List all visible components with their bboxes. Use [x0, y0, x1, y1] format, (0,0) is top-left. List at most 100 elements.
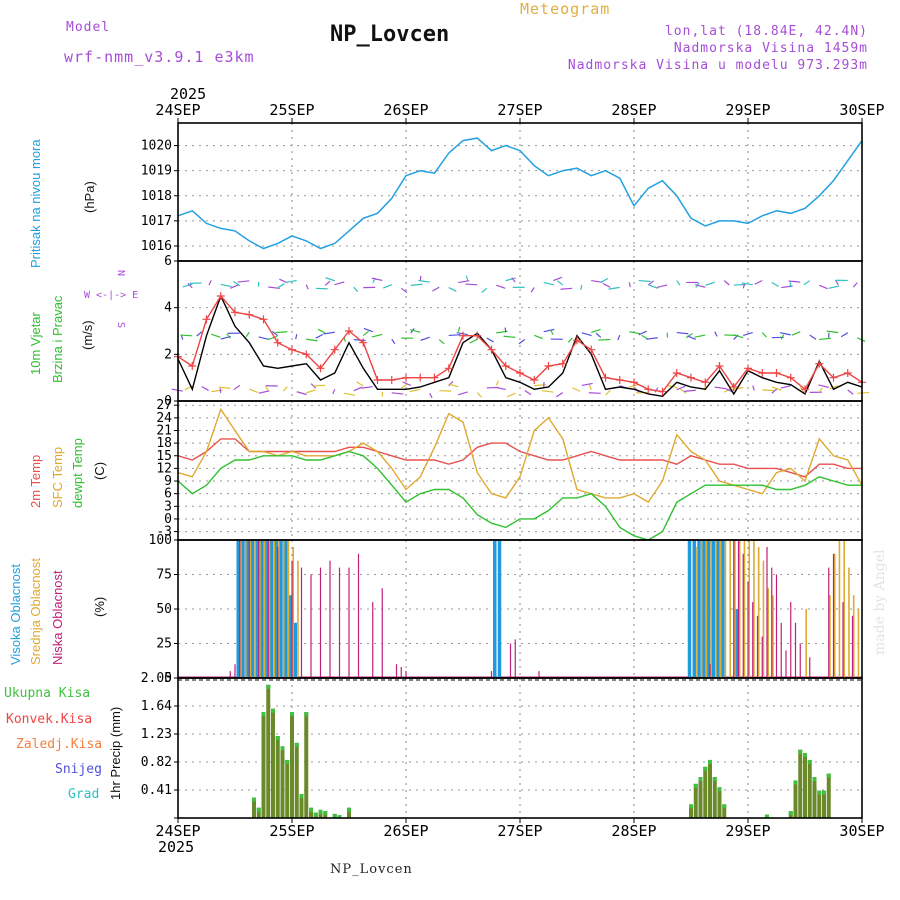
wind-arrow	[580, 284, 583, 290]
wind-arrow	[282, 386, 288, 392]
low-cloud-bar	[709, 664, 711, 678]
wind-arrow	[353, 386, 362, 392]
y-tick-label: 1016	[141, 239, 172, 254]
low-cloud-bar	[514, 639, 516, 678]
wind-arrow	[788, 280, 801, 283]
wind-arrow	[438, 339, 445, 345]
wind-arrow	[733, 283, 746, 286]
low-cloud-bar	[319, 567, 322, 678]
mid-cloud-bar	[282, 540, 285, 678]
wind-arrow	[448, 380, 454, 387]
wind-arrow	[356, 381, 364, 387]
wind-arrow	[457, 391, 468, 396]
wind-arrow	[457, 326, 461, 332]
wind-arrow	[258, 390, 270, 394]
x-tick-label-top: 29SEP	[725, 101, 770, 119]
wind-arrow	[275, 331, 288, 334]
low-cloud-bar	[239, 540, 241, 678]
mid-cloud-bar	[805, 609, 807, 678]
low-cloud-bar	[395, 664, 398, 678]
mid-cloud-bar	[259, 540, 261, 678]
wind-arrow	[534, 334, 543, 340]
wind-arrow	[218, 386, 231, 389]
gust-marker	[330, 345, 339, 354]
precip-bar-top	[722, 804, 727, 809]
meteogram-label: Meteogram	[520, 0, 611, 18]
mid-cloud-bar	[762, 560, 765, 678]
wind-arrow	[676, 331, 689, 335]
precip-bar	[807, 759, 812, 818]
precip-bar	[271, 708, 275, 818]
gust-marker	[815, 359, 824, 368]
precip-bar-top	[275, 736, 280, 741]
wind-arrow	[518, 339, 526, 345]
wind-arrow	[789, 282, 792, 288]
gust-marker	[516, 369, 524, 377]
y-tick-label: 18	[156, 436, 172, 451]
mid-cloud-bar	[767, 588, 769, 678]
wind-arrow	[245, 331, 250, 338]
pressure-line	[177, 137, 863, 250]
wind-arrow	[448, 287, 457, 292]
low-cloud-bar	[752, 602, 754, 678]
precip-bar-top	[271, 708, 275, 713]
wind-arrow	[494, 386, 506, 391]
footer-station: NP_Lovcen	[330, 862, 413, 877]
wind-arrow	[496, 284, 506, 289]
wind-arrow	[420, 336, 430, 341]
wind-arrow	[391, 392, 404, 395]
low-cloud-bar	[828, 567, 830, 678]
y-tick-label: 1.64	[141, 699, 172, 714]
wind-arrow	[676, 385, 686, 391]
precip-bar	[693, 783, 698, 818]
precip-bar-top	[717, 787, 722, 792]
y-tick-label: 1017	[141, 214, 172, 229]
high-cloud-bar	[697, 540, 701, 678]
low-cloud-bar	[329, 560, 331, 678]
wind-arrow	[503, 335, 516, 338]
y-tick-label: 1018	[141, 189, 172, 204]
precip-bar	[290, 712, 294, 818]
high-cloud-bar	[255, 540, 259, 678]
wind-arrow	[233, 280, 241, 287]
wind-arrow	[237, 280, 250, 283]
wind-arrow	[647, 280, 655, 286]
wind-arrow	[410, 283, 423, 286]
wind-arrow	[465, 275, 469, 281]
wind-arrow	[391, 338, 396, 345]
x-tick-label-bottom: 29SEP	[725, 822, 770, 840]
wind-arrow	[208, 280, 212, 286]
precip-bar-top	[803, 753, 807, 758]
wind-arrow	[605, 389, 611, 396]
gust-marker	[416, 373, 425, 382]
wind-arrow	[550, 329, 554, 335]
precip-bar-top	[309, 807, 313, 812]
gust-marker	[758, 369, 767, 377]
precip-bar-top	[285, 759, 290, 764]
low-cloud-bar	[405, 671, 407, 678]
low-cloud-bar	[756, 615, 759, 678]
y-tick-label: 0.82	[141, 755, 172, 770]
wind-arrow	[506, 392, 516, 398]
model-name: wrf-nmm_v3.9.1 e3km	[64, 48, 255, 66]
precip-bar-top	[256, 807, 261, 812]
wind-arrow	[571, 387, 581, 392]
x-tick-label-bottom: 30SEP	[839, 822, 884, 840]
low-cloud-bar	[258, 540, 260, 678]
wind-arrow	[353, 286, 359, 293]
precip-bar	[261, 712, 266, 818]
gust-marker	[644, 385, 653, 394]
gust-marker	[430, 373, 439, 382]
high-cloud-bar	[288, 595, 293, 678]
precip-bar-top	[788, 811, 793, 816]
wind-arrow	[481, 287, 488, 294]
wind-arrow	[220, 283, 232, 288]
precip-bar-top	[822, 790, 826, 795]
mid-cloud-bar	[268, 540, 271, 678]
wind-arrow	[857, 391, 870, 394]
panel-frame	[177, 122, 863, 262]
low-cloud-bar	[300, 567, 303, 678]
gust-marker	[829, 373, 838, 382]
gust-marker	[672, 369, 681, 377]
wind-compass-n: N	[115, 270, 126, 276]
